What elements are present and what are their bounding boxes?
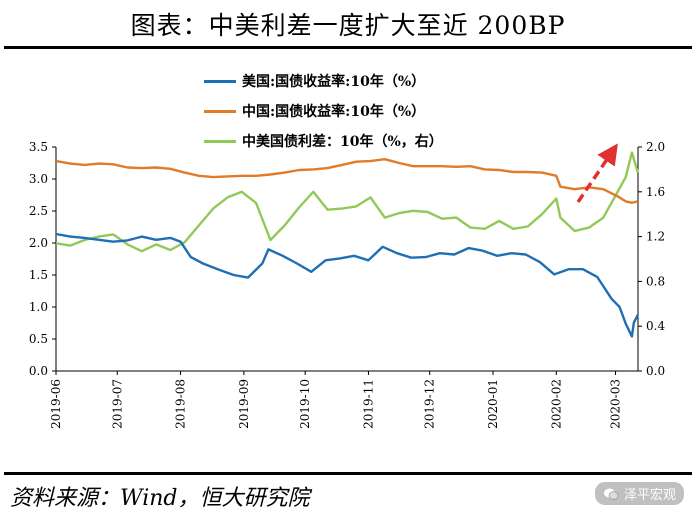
legend-swatch-cn	[204, 109, 236, 113]
y-right-tick-label: 2.0	[646, 140, 665, 154]
y-left-tick-label: 1.0	[29, 300, 48, 314]
header-rule	[4, 46, 692, 49]
footer-rule	[4, 472, 692, 475]
legend-swatch-spread	[204, 139, 236, 143]
watermark-label: 泽平宏观	[623, 488, 676, 503]
legend-label-spread: 中美国债利差：10年（%，右）	[242, 134, 443, 150]
y-left-tick-label: 2.0	[29, 236, 48, 250]
legend-swatch-us	[204, 79, 236, 83]
series-line-2	[55, 151, 640, 253]
x-tick-label: 2020-02	[549, 379, 563, 429]
series-line-0	[55, 232, 640, 338]
x-tick-label: 2019-06	[49, 379, 63, 429]
x-tick-label: 2020-01	[486, 379, 500, 429]
y-left-tick-label: 0.5	[29, 332, 48, 346]
y-left-tick-label: 2.5	[29, 204, 48, 218]
x-tick-label: 2019-11	[361, 379, 375, 429]
legend-label-us: 美国:国债收益率:10年（%）	[242, 74, 426, 90]
y-right-tick-label: 0.0	[646, 364, 665, 378]
y-right-tick-label: 1.2	[646, 230, 665, 244]
y-left-tick-label: 1.5	[29, 268, 48, 282]
legend-label-cn: 中国:国债收益率:10年（%）	[242, 104, 426, 120]
page-title: 图表：中美利差一度扩大至近 200BP	[130, 11, 566, 40]
legend-item-spread: 中美国债利差：10年（%，右）	[204, 126, 443, 156]
y-left-tick-label: 3.0	[29, 172, 48, 186]
legend-item-cn: 中国:国债收益率:10年（%）	[204, 96, 443, 126]
wechat-icon	[603, 488, 619, 500]
x-tick-label: 2019-12	[423, 379, 437, 429]
chart-axes: 0.0 0.5 1.0 1.5 2.0 2.5 3.0 3.5 0.0 0.4 0.8 1.2 1.6 2…	[29, 140, 666, 429]
x-tick-label: 2019-08	[174, 379, 188, 429]
x-tick-label: 2019-07	[110, 379, 124, 429]
x-tick-label: 2019-10	[298, 379, 312, 429]
y-right-tick-label: 0.4	[646, 319, 665, 333]
trend-arrow	[576, 143, 618, 203]
y-right-tick-label: 1.6	[646, 185, 665, 199]
series-line-1	[55, 158, 639, 204]
watermark: 泽平宏观	[594, 482, 684, 505]
x-tick-label: 2019-09	[237, 379, 251, 429]
chart-series	[55, 151, 640, 338]
chart-legend: 美国:国债收益率:10年（%） 中国:国债收益率:10年（%） 中美国债利差：1…	[204, 66, 443, 156]
chart: 0.0 0.5 1.0 1.5 2.0 2.5 3.0 3.5 0.0 0.4 0.8 1.2 1.6 2…	[29, 140, 666, 429]
y-left-tick-label: 3.5	[29, 140, 48, 154]
y-right-tick-label: 0.8	[646, 274, 665, 288]
y-left-tick-label: 0.0	[29, 364, 48, 378]
legend-item-us: 美国:国债收益率:10年（%）	[204, 66, 443, 96]
x-tick-label: 2020-03	[609, 379, 623, 429]
source-note: 资料来源：Wind，恒大研究院	[10, 486, 310, 511]
